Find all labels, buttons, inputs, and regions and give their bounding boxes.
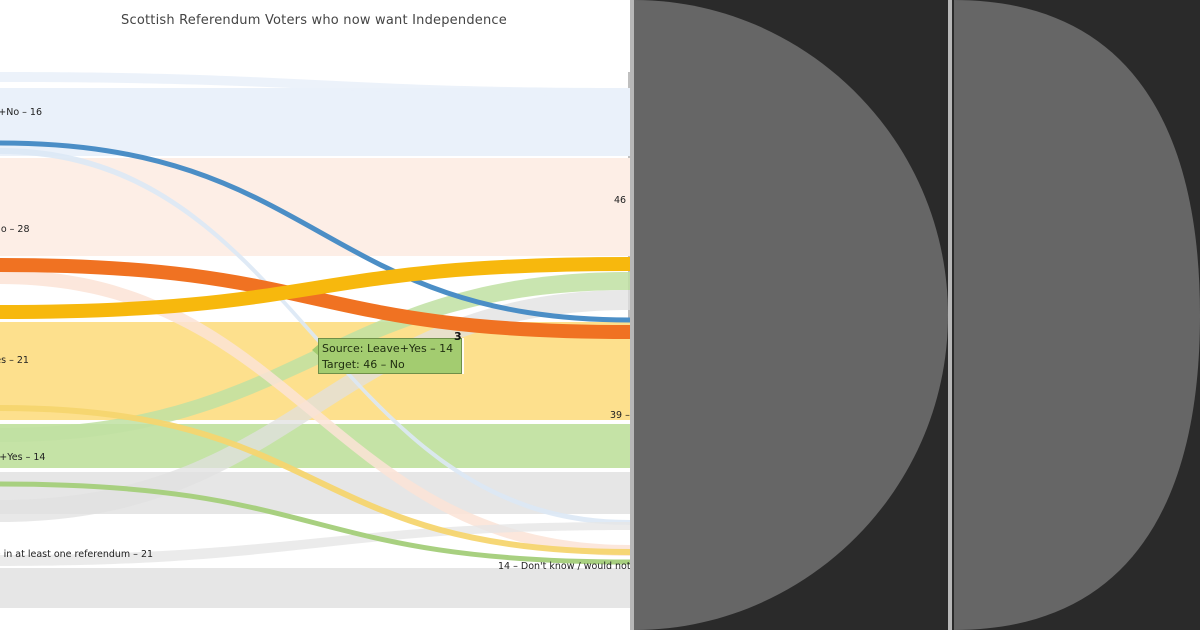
- target-label-39: 39 –: [610, 410, 630, 421]
- link-leave-no-to-14: [0, 148, 630, 525]
- tooltip-arrow: [312, 344, 319, 356]
- source-label-remain-yes: Remain+Yes – 21: [0, 355, 29, 366]
- link-remain-no-to-14: [0, 270, 630, 556]
- half-circle-right: [954, 0, 1200, 630]
- source-label-leave-no: Leave+No – 16: [0, 107, 43, 118]
- divider-left: [630, 0, 634, 630]
- overlay-shapes-svg: [630, 0, 1200, 630]
- link-remain-yes-to-14: [0, 405, 630, 555]
- chart-title: Scottish Referendum Voters who now want …: [121, 13, 507, 28]
- source-label-leave-yes: Leave+Yes – 14: [0, 452, 46, 463]
- half-circle-left: [634, 0, 948, 630]
- target-label-14: 14 – Don't know / would not: [498, 561, 630, 572]
- link-grey-to-46: [0, 290, 630, 522]
- link-leave-yes-to-46: [0, 272, 630, 442]
- source-label-remain-no: Remain+No – 28: [0, 224, 30, 235]
- link-remain-yes-to-46: [0, 257, 630, 319]
- link-leave-yes-to-14: [0, 481, 630, 565]
- hover-tooltip: Source: Leave+Yes – 14 Target: 46 – No: [318, 338, 462, 374]
- source-label-did-not-vote: Did not vote in at least one referendum …: [0, 549, 154, 560]
- sankey-chart-panel: Scottish Referendum Voters who now want …: [0, 0, 630, 630]
- source-band-leave-no: [0, 88, 630, 156]
- tooltip-source: Source: Leave+Yes – 14: [322, 342, 454, 355]
- link-leave-no-to-46: [0, 140, 630, 323]
- source-band-did-not-vote-lower: [0, 568, 630, 608]
- overlay-panels: [630, 0, 1200, 630]
- source-band-remain-no: [0, 158, 630, 256]
- link-leave-no-faint: [0, 72, 630, 96]
- sankey-chart-svg: [0, 72, 630, 608]
- tooltip-extra-value: 3: [454, 330, 462, 343]
- link-grey-to-14: [0, 522, 630, 566]
- link-remain-no-to-46: [0, 258, 630, 339]
- divider-middle: [948, 0, 952, 630]
- target-label-46: 46: [614, 195, 627, 206]
- tooltip-target: Target: 46 – No: [322, 357, 405, 371]
